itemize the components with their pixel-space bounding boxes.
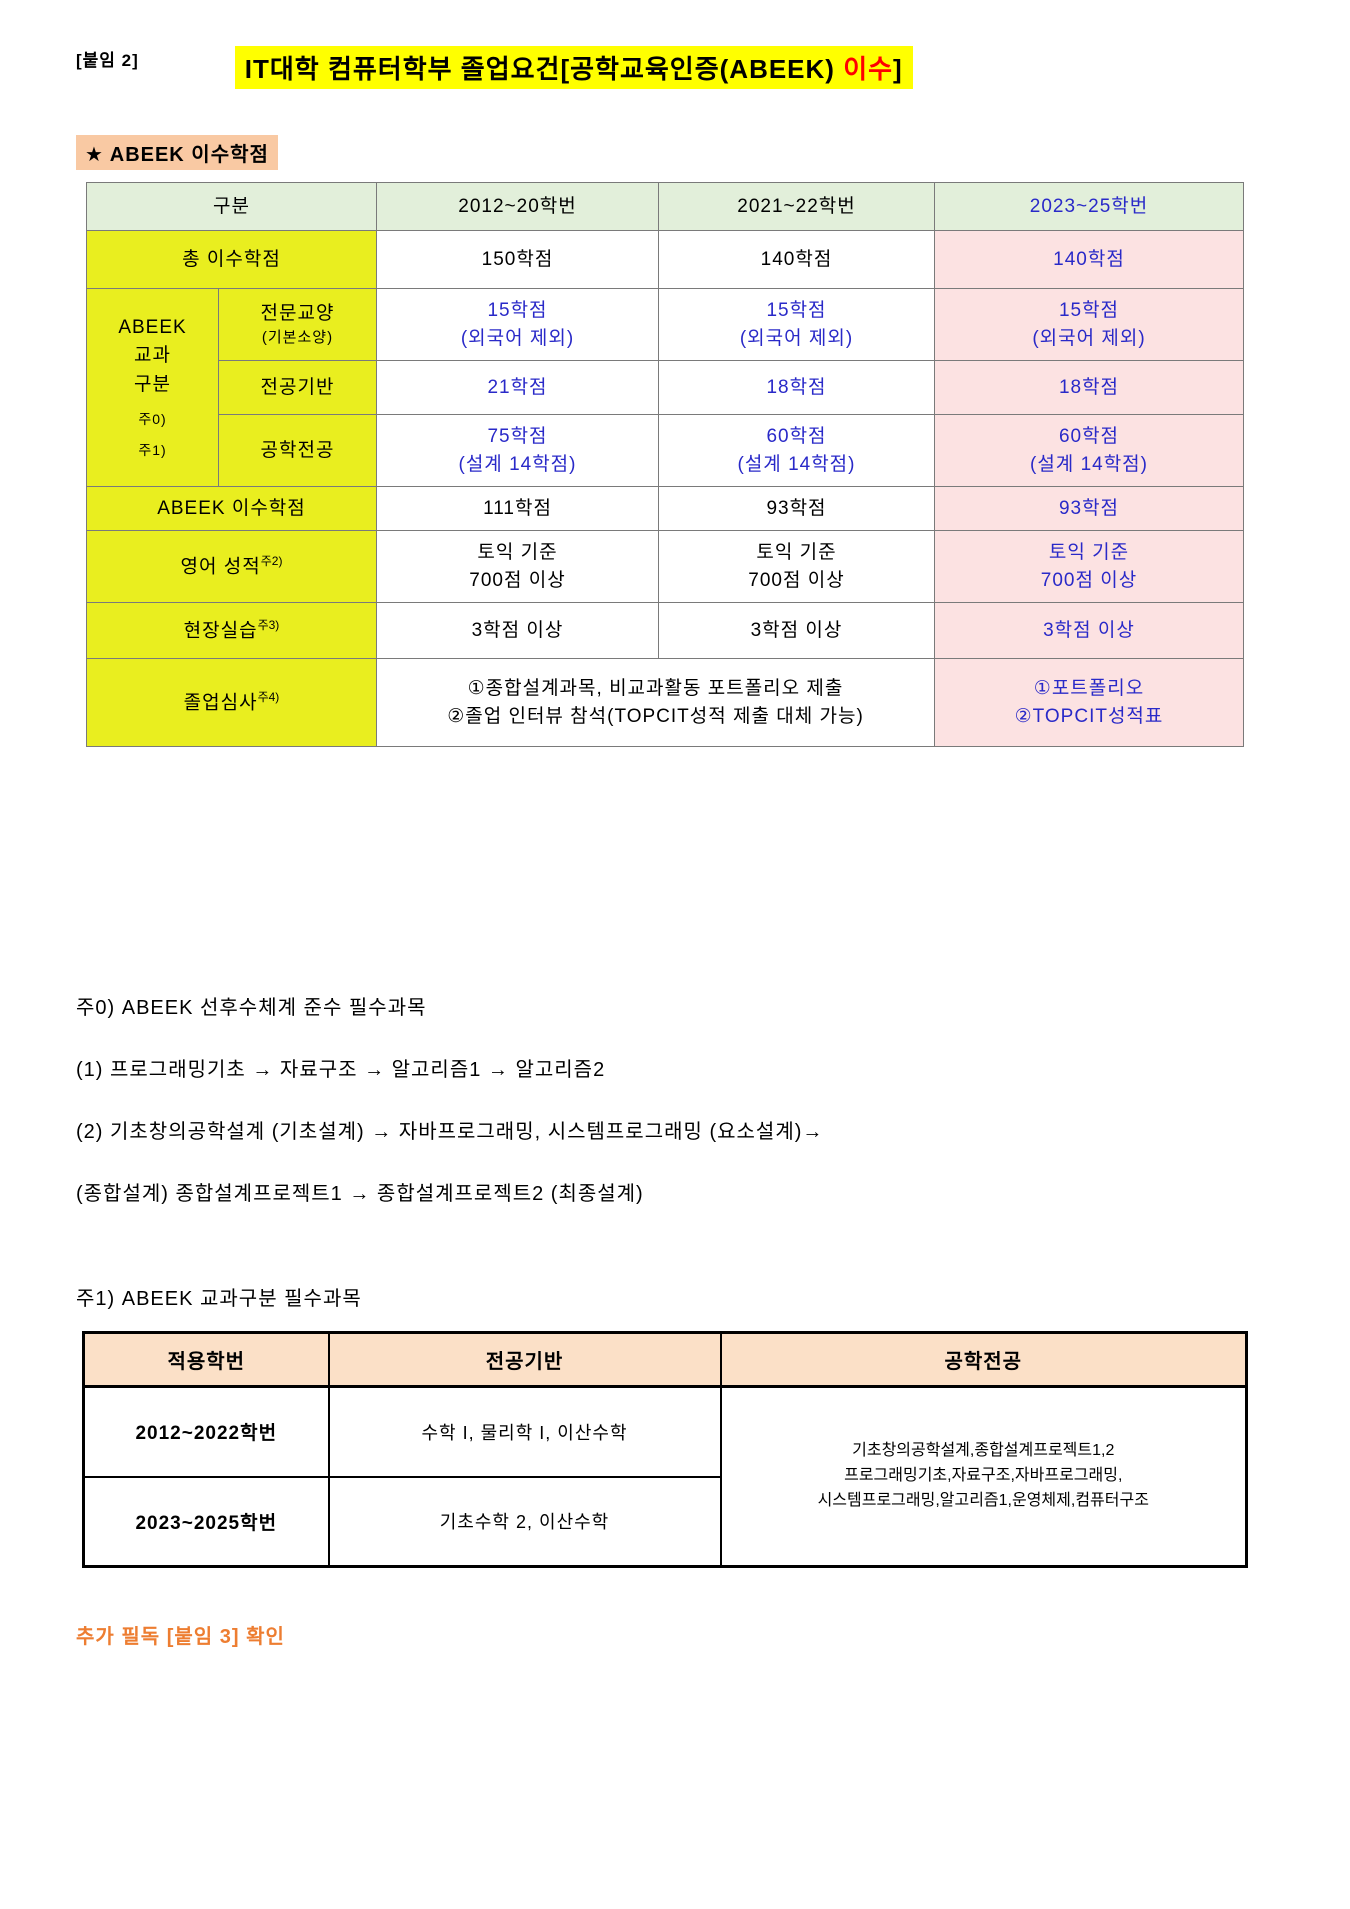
cell-credits-2023: 93학점 — [934, 486, 1244, 531]
label-liberal-arts: 전문교양 (기본소양) — [218, 288, 377, 361]
cell-liberal-2021: 15학점 (외국어 제외) — [658, 288, 935, 361]
cell-basic-2023: 18학점 — [934, 360, 1244, 415]
label-graduation-review-text: 졸업심사 — [183, 691, 258, 713]
cell-basic-2021: 18학점 — [658, 360, 935, 415]
table-row-internship: 현장실습주3) 3학점 이상 3학점 이상 3학점 이상 — [86, 602, 1244, 659]
document-header: [붙임 2] IT대학 컴퓨터학부 졸업요건[공학교육인증(ABEEK) 이수] — [0, 0, 1350, 89]
cell-intern-2023: 3학점 이상 — [934, 602, 1244, 659]
label-total-credits: 총 이수학점 — [86, 230, 377, 289]
cell-total-2021: 140학점 — [658, 230, 935, 289]
table-row-graduation-review: 졸업심사주4) ①종합설계과목, 비교과활동 포트폴리오 제출 ②졸업 인터뷰 … — [86, 658, 1244, 747]
cell-graduation-2023: ①포트폴리오 ②TOPCIT성적표 — [934, 658, 1244, 747]
label-abeek-curriculum-group: ABEEK 교과 구분 주0) 주1) — [86, 288, 219, 487]
cell-eng-2023: 60학점 (설계 14학점) — [934, 414, 1244, 487]
label-abeek-credits: ABEEK 이수학점 — [86, 486, 377, 531]
note0-line3: (종합설계) 종합설계프로젝트1 → 종합설계프로젝트2 (최종설계) — [76, 1183, 644, 1205]
cell-intern-2021: 3학점 이상 — [658, 602, 935, 659]
header-engineering-major: 공학전공 — [719, 1331, 1248, 1388]
footer-must-read-note: 추가 필독 [붙임 3] 확인 — [76, 1626, 285, 1648]
cell-graduation-2012-2022: ①종합설계과목, 비교과활동 포트폴리오 제출 ②졸업 인터뷰 참석(TOPCI… — [376, 658, 935, 747]
table-header-row: 구분 2012~20학번 2021~22학번 2023~25학번 — [86, 182, 1244, 231]
cell-basic-courses-2012: 수학 I, 물리학 I, 이산수학 — [327, 1385, 722, 1478]
table2-row-2012-2022: 2012~2022학번 수학 I, 물리학 I, 이산수학 기초창의공학설계,종… — [82, 1385, 1248, 1568]
section-heading-wrap: ★ ABEEK 이수학점 — [76, 135, 1350, 170]
cell-english-2021: 토익 기준 700점 이상 — [658, 530, 935, 603]
label-major-basic: 전공기반 — [218, 360, 377, 415]
table-row-major-basic: 전공기반 21학점 18학점 18학점 — [87, 360, 1244, 415]
label-graduation-review-note: 주4) — [257, 689, 280, 704]
abeek-credits-table: 구분 2012~20학번 2021~22학번 2023~25학번 총 이수학점 … — [86, 182, 1244, 747]
abeek-group-note1: 주1) — [138, 442, 167, 459]
cell-credits-2021: 93학점 — [658, 486, 935, 531]
table-row-english-score: 영어 성적주2) 토익 기준 700점 이상 토익 기준 700점 이상 토익 … — [86, 530, 1244, 603]
page-title-text: IT대학 컴퓨터학부 졸업요건[공학교육인증(ABEEK) — [244, 54, 844, 84]
note0-line2: (2) 기초창의공학설계 (기초설계) → 자바프로그래밍, 시스템프로그래밍 … — [76, 1121, 824, 1143]
header-cohort-2012-20: 2012~20학번 — [376, 182, 659, 231]
label-internship-text: 현장실습 — [183, 619, 258, 641]
cell-eng-2021: 60학점 (설계 14학점) — [658, 414, 935, 487]
cell-engineering-courses: 기초창의공학설계,종합설계프로젝트1,2 프로그래밍기초,자료구조,자바프로그래… — [719, 1385, 1248, 1568]
header-category: 구분 — [86, 182, 377, 231]
label-internship: 현장실습주3) — [86, 602, 377, 659]
cell-eng-2012: 75학점 (설계 14학점) — [376, 414, 659, 487]
table-row-total-credits: 총 이수학점 150학점 140학점 140학점 — [86, 230, 1244, 289]
abeek-group-line2: 교과 — [134, 345, 171, 367]
cell-english-2012: 토익 기준 700점 이상 — [376, 530, 659, 603]
label-engineering-major: 공학전공 — [218, 414, 377, 487]
label-liberal-arts-main: 전문교양 — [260, 302, 335, 324]
label-english-score: 영어 성적주2) — [86, 530, 377, 603]
header-applicable-cohort: 적용학번 — [82, 1331, 330, 1388]
table-row-abeek-credits: ABEEK 이수학점 111학점 93학점 93학점 — [86, 486, 1244, 531]
cell-liberal-2023: 15학점 (외국어 제외) — [934, 288, 1244, 361]
section-heading-abeek-credits: ★ ABEEK 이수학점 — [76, 135, 278, 170]
header-cohort-2021-22: 2021~22학번 — [658, 182, 935, 231]
label-internship-note: 주3) — [257, 617, 280, 632]
attachment-label: [붙임 2] — [76, 51, 139, 70]
label-english-score-text: 영어 성적 — [180, 555, 261, 577]
label-graduation-review: 졸업심사주4) — [86, 658, 377, 747]
abeek-group-line1: ABEEK — [118, 316, 187, 338]
header-major-basic: 전공기반 — [327, 1331, 722, 1388]
cell-liberal-2012: 15학점 (외국어 제외) — [376, 288, 659, 361]
page-title-suffix: ] — [893, 54, 903, 84]
header-cohort-2023-25: 2023~25학번 — [934, 182, 1244, 231]
cell-total-2012: 150학점 — [376, 230, 659, 289]
label-cohort-2023-2025: 2023~2025학번 — [82, 1475, 330, 1568]
cell-intern-2012: 3학점 이상 — [376, 602, 659, 659]
cell-basic-courses-2023: 기초수학 2, 이산수학 — [327, 1475, 722, 1568]
abeek-group-line3: 구분 — [134, 373, 171, 395]
note0-line1: (1) 프로그래밍기초 → 자료구조 → 알고리즘1 → 알고리즘2 — [76, 1059, 606, 1081]
note0-heading: 주0) ABEEK 선후수체계 준수 필수과목 — [76, 997, 427, 1019]
table2-header-row: 적용학번 전공기반 공학전공 — [82, 1331, 1248, 1388]
abeek-group-note0: 주0) — [138, 411, 167, 428]
cell-credits-2012: 111학점 — [376, 486, 659, 531]
page-title: IT대학 컴퓨터학부 졸업요건[공학교육인증(ABEEK) 이수] — [234, 46, 913, 89]
cell-english-2023: 토익 기준 700점 이상 — [934, 530, 1244, 603]
cell-total-2023: 140학점 — [934, 230, 1244, 289]
label-liberal-arts-sub: (기본소양) — [261, 329, 334, 347]
note1-heading: 주1) ABEEK 교과구분 필수과목 — [76, 1288, 362, 1310]
label-english-score-note: 주2) — [260, 553, 283, 568]
table-row-engineering-major: 공학전공 75학점 (설계 14학점) 60학점 (설계 14학점) 60학점 … — [87, 414, 1244, 487]
cell-basic-2012: 21학점 — [376, 360, 659, 415]
table-row-liberal-arts: ABEEK 교과 구분 주0) 주1) 전문교양 (기본소양) 15학점 (외국… — [86, 288, 1244, 487]
label-cohort-2012-2022: 2012~2022학번 — [82, 1385, 330, 1478]
table2-row-2023-2025: 2023~2025학번 기초수학 2, 이산수학 — [82, 1475, 1247, 1568]
page-title-red-text: 이수 — [843, 54, 894, 84]
required-courses-table: 적용학번 전공기반 공학전공 2012~2022학번 수학 I, 물리학 I, … — [82, 1331, 1248, 1568]
